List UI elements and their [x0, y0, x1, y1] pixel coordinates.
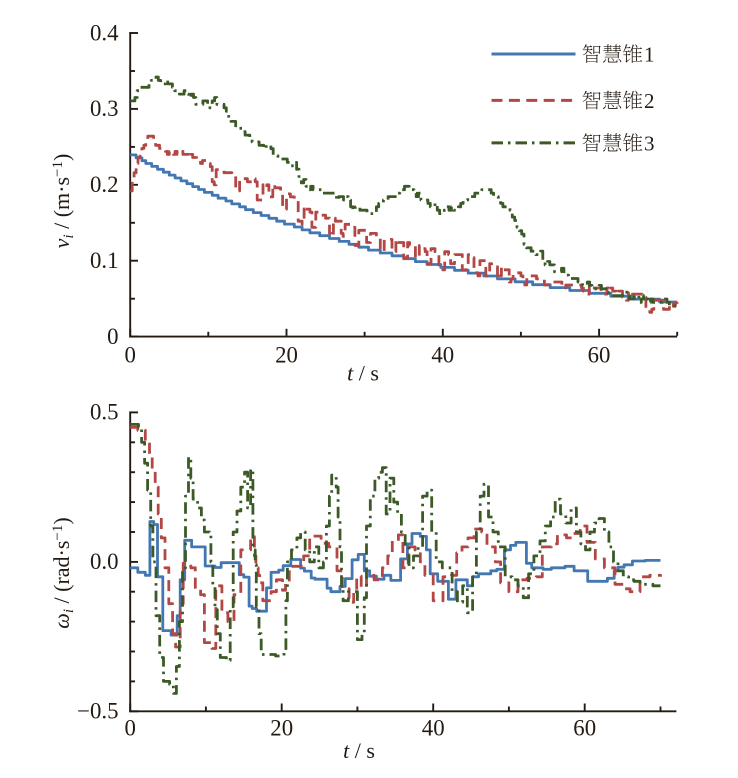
- svg-text:0: 0: [124, 343, 135, 368]
- svg-text:2: 2: [644, 89, 655, 113]
- svg-text:vi / (m·s−1): vi / (m·s−1): [49, 154, 77, 249]
- svg-text:−0.5: −0.5: [77, 699, 118, 724]
- svg-text:1: 1: [644, 43, 655, 67]
- svg-text:40: 40: [422, 716, 445, 741]
- svg-text:0.0: 0.0: [90, 549, 119, 574]
- svg-text:3: 3: [644, 131, 655, 155]
- svg-text:0.1: 0.1: [90, 248, 119, 273]
- svg-text:0.4: 0.4: [90, 20, 119, 45]
- svg-text:20: 20: [275, 343, 298, 368]
- svg-text:t / s: t / s: [343, 738, 375, 763]
- svg-text:0.2: 0.2: [90, 172, 119, 197]
- svg-text:0: 0: [124, 716, 135, 741]
- svg-text:0.5: 0.5: [90, 400, 119, 425]
- svg-text:60: 60: [588, 343, 611, 368]
- svg-text:20: 20: [270, 716, 293, 741]
- svg-text:0: 0: [107, 324, 118, 349]
- svg-text:t / s: t / s: [347, 361, 379, 386]
- svg-text:40: 40: [431, 343, 454, 368]
- svg-text:ωi / (rad·s−1): ωi / (rad·s−1): [49, 517, 77, 628]
- svg-text:0.3: 0.3: [90, 96, 119, 121]
- svg-text:60: 60: [573, 716, 596, 741]
